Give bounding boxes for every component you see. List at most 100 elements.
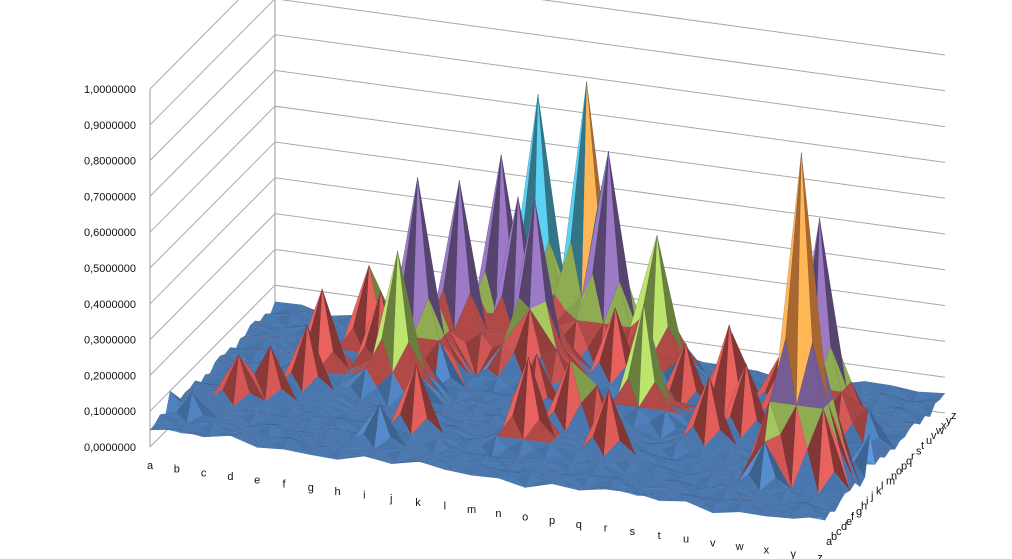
surface-facet [632,492,660,501]
z-tick-label: 0,5000000 [84,263,136,275]
surface-facet [830,346,847,393]
y-tick-label: i [866,496,868,508]
surface-plot [149,81,946,521]
x-tick-label: o [522,512,528,524]
z-tick-label: 1,0000000 [84,84,136,96]
surface-facet [272,424,300,434]
surface-facet [866,412,894,416]
surface-facet [292,406,320,414]
surface-facet [203,435,231,438]
x-tick-label: q [576,519,582,531]
surface-facet [485,294,514,334]
surface-facet [276,328,294,337]
surface-facet [315,445,343,450]
surface-facet [551,483,579,491]
surface-facet [560,433,588,444]
surface-facet [689,468,717,476]
surface-facet [715,470,743,478]
surface-facet [662,466,690,476]
surface-facet [791,405,808,490]
surface-facet [337,454,365,460]
surface-facet [583,476,601,490]
surface-facet [749,500,777,506]
surface-facet [307,325,335,392]
surface-facet [490,447,519,459]
surface-facet [720,467,748,478]
surface-facet [486,454,514,464]
surface-facet [219,353,236,360]
surface-facet [254,320,271,325]
surface-facet [281,325,309,333]
surface-facet [437,433,455,441]
y-tick-label: o [896,465,902,477]
x-tick-label: l [444,500,446,512]
surface-facet [272,424,289,429]
surface-facet [605,489,633,493]
surface-facet [662,458,679,468]
surface-facet [277,424,305,433]
surface-facet [233,354,250,407]
surface-facet [539,458,557,466]
x-tick-label: i [363,489,365,501]
y-tick-label: d [841,521,847,533]
surface-facet [310,452,338,460]
surface-facet [266,338,294,352]
surface-facet [260,401,277,411]
surface-facet [883,424,900,429]
surface-facet [254,320,282,329]
z-tick-label: 0,8000000 [84,156,136,168]
surface-facet [298,431,326,440]
surface-facet [636,487,655,496]
x-tick-label: t [658,530,661,542]
surface-facet [447,425,465,434]
z-gridline [149,177,946,305]
surface-facet [335,425,363,437]
surface-facet [471,464,489,476]
surface-facet [817,471,846,495]
surface-facet [670,400,687,408]
surface-facet [405,434,423,448]
surface-facet [204,372,232,375]
surface-facet [240,350,258,365]
x-tick-label: j [389,493,392,505]
surface-facet [340,417,368,426]
surface-facet [560,452,578,466]
surface-facet [813,511,831,521]
surface-facet [512,458,530,464]
x-tick-label: p [549,515,555,527]
surface-facet [298,431,326,438]
surface-facet [578,488,606,491]
surface-facet [213,422,241,433]
surface-facet [652,464,669,477]
surface-facet [634,443,651,453]
z-tick-label: 0,3000000 [84,335,136,347]
z-tick-label: 0,9000000 [84,120,136,132]
surface-facet [471,368,499,378]
surface-facet [250,411,267,427]
surface-facet [770,505,788,513]
surface-facet [545,458,573,466]
surface-facet [583,482,611,490]
surface-facet [391,461,419,464]
surface-facet [739,510,767,517]
surface-facet [199,374,217,385]
surface-facet [717,500,745,502]
surface-facet [337,448,355,460]
z-gridline [149,248,946,376]
surface-facet [524,474,542,488]
surface-facet [728,500,745,513]
surface-facet [209,361,227,374]
surface-facet [822,403,840,447]
surface-facet [667,459,695,464]
surface-facet [481,376,499,395]
surface-facet [387,371,404,408]
surface-facet [883,425,911,429]
surface-facet [328,390,346,400]
surface-facet [477,402,505,407]
surface-facet [467,414,484,420]
surface-facet [149,428,177,431]
surface-facet [480,333,509,349]
surface-facet [560,431,577,437]
surface-facet [786,488,814,498]
z-gridline [149,105,946,233]
